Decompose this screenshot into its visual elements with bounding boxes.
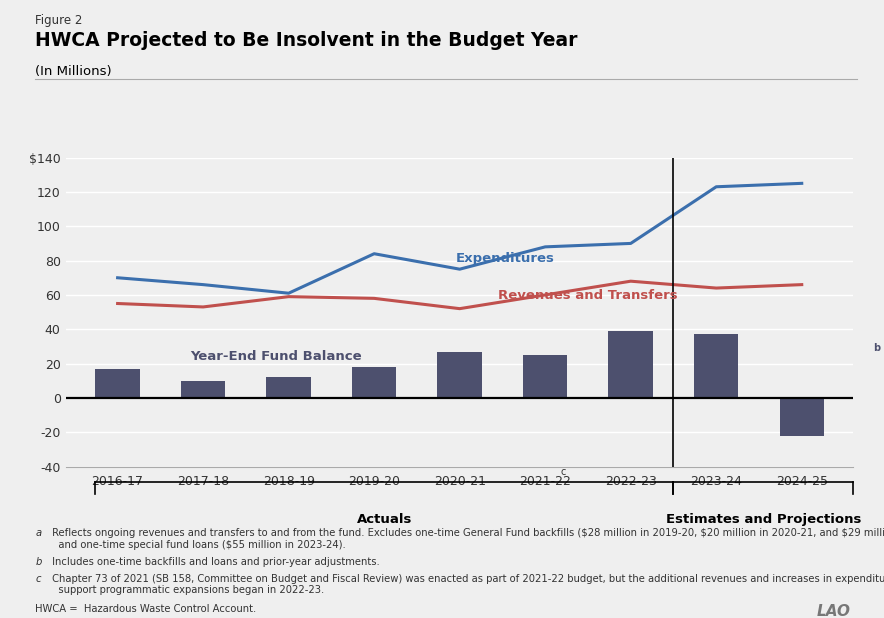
Text: Reflects ongoing revenues and transfers to and from the fund. Excludes one-time : Reflects ongoing revenues and transfers … <box>49 528 884 550</box>
Text: c: c <box>560 467 566 476</box>
Bar <box>523 355 568 398</box>
Text: LAO: LAO <box>817 604 850 618</box>
Bar <box>608 331 653 398</box>
Bar <box>266 378 311 398</box>
Text: c: c <box>35 574 41 583</box>
Text: Actuals: Actuals <box>357 513 412 526</box>
Text: Revenues and Transfers: Revenues and Transfers <box>499 289 678 302</box>
Bar <box>181 381 225 398</box>
Text: Year-End Fund Balance: Year-End Fund Balance <box>190 350 362 363</box>
Bar <box>780 398 824 436</box>
Text: HWCA =  Hazardous Waste Control Account.: HWCA = Hazardous Waste Control Account. <box>35 604 256 614</box>
Bar <box>438 352 482 398</box>
Bar <box>95 369 140 398</box>
Text: (In Millions): (In Millions) <box>35 65 112 78</box>
Text: Estimates and Projections: Estimates and Projections <box>666 513 861 526</box>
Text: Includes one-time backfills and loans and prior-year adjustments.: Includes one-time backfills and loans an… <box>49 557 379 567</box>
Text: b: b <box>35 557 42 567</box>
Text: HWCA Projected to Be Insolvent in the Budget Year: HWCA Projected to Be Insolvent in the Bu… <box>35 31 578 50</box>
Text: Figure 2: Figure 2 <box>35 14 83 27</box>
Bar <box>694 334 738 398</box>
Text: Chapter 73 of 2021 (SB 158, Committee on Budget and Fiscal Review) was enacted a: Chapter 73 of 2021 (SB 158, Committee on… <box>49 574 884 595</box>
Text: a: a <box>35 528 42 538</box>
Text: Expenditures: Expenditures <box>455 252 554 265</box>
Bar <box>352 367 396 398</box>
Text: b: b <box>873 343 880 353</box>
